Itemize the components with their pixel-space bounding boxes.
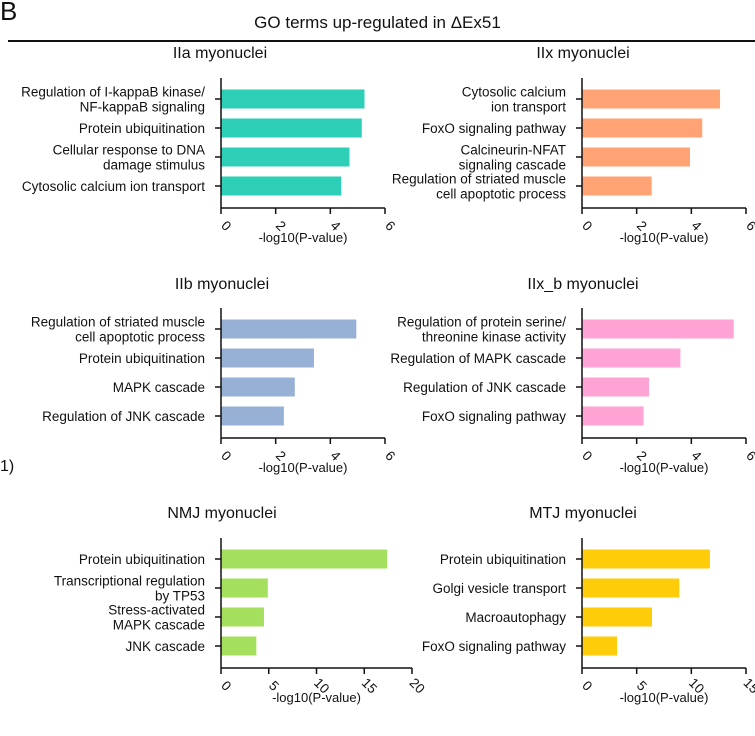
x-tick-label: 0 bbox=[579, 678, 595, 694]
x-tick-label: 0 bbox=[579, 218, 595, 234]
bar bbox=[582, 176, 652, 196]
category-label: MAPK cascade bbox=[113, 380, 205, 395]
x-tick-label: 6 bbox=[743, 218, 755, 234]
panel-letter: B bbox=[0, 0, 18, 26]
category-label: Protein ubiquitination bbox=[79, 552, 205, 567]
bar bbox=[582, 147, 690, 167]
category-label: Regulation of I-kappaB kinase/ bbox=[21, 85, 205, 100]
category-label: by TP53 bbox=[155, 589, 205, 604]
category-label: MAPK cascade bbox=[113, 618, 205, 633]
bar bbox=[221, 406, 284, 426]
category-label: Regulation of protein serine/ bbox=[397, 315, 566, 330]
bar bbox=[582, 406, 644, 426]
category-label: cell apoptotic process bbox=[436, 187, 566, 202]
bar bbox=[221, 176, 342, 196]
category-label: Protein ubiquitination bbox=[440, 552, 566, 567]
bar bbox=[582, 636, 617, 656]
x-axis-label: -log10(P-value) bbox=[620, 690, 709, 705]
category-label: NF-kappaB signaling bbox=[80, 100, 205, 115]
chart-title: MTJ myonuclei bbox=[529, 505, 637, 522]
bar bbox=[221, 89, 365, 109]
bar bbox=[221, 348, 314, 368]
category-label: Cytosolic calcium ion transport bbox=[22, 179, 205, 194]
category-label: threonine kinase activity bbox=[422, 330, 566, 345]
category-label: JNK cascade bbox=[125, 639, 205, 654]
category-label: signaling cascade bbox=[459, 158, 566, 173]
bar bbox=[221, 578, 268, 598]
category-label: Regulation of striated muscle bbox=[392, 172, 566, 187]
category-label: Macroautophagy bbox=[465, 610, 566, 625]
category-label: cell apoptotic process bbox=[75, 330, 205, 345]
chart-title: IIb myonuclei bbox=[175, 276, 269, 293]
bar bbox=[221, 636, 257, 656]
bar bbox=[582, 377, 649, 397]
x-tick-label: 0 bbox=[218, 448, 234, 464]
x-axis-label: -log10(P-value) bbox=[620, 230, 709, 245]
category-label: FoxO signaling pathway bbox=[422, 409, 566, 424]
bar bbox=[582, 319, 734, 339]
category-label: Golgi vesicle transport bbox=[432, 581, 566, 596]
x-tick-label: 15 bbox=[741, 675, 755, 696]
bar bbox=[582, 578, 680, 598]
x-tick-label: 0 bbox=[218, 218, 234, 234]
category-label: Regulation of JNK cascade bbox=[403, 380, 566, 395]
bar bbox=[221, 118, 362, 138]
x-tick-label: 0 bbox=[218, 678, 234, 694]
bar bbox=[221, 319, 357, 339]
x-axis-label: -log10(P-value) bbox=[259, 230, 348, 245]
category-label: Transcriptional regulation bbox=[54, 574, 205, 589]
category-label: FoxO signaling pathway bbox=[422, 121, 566, 136]
category-label: ion transport bbox=[491, 100, 566, 115]
x-tick-label: 15 bbox=[359, 675, 380, 696]
category-label: damage stimulus bbox=[103, 158, 205, 173]
x-axis-label: -log10(P-value) bbox=[620, 460, 709, 475]
title-rule bbox=[8, 40, 755, 42]
category-label: Regulation of striated muscle bbox=[31, 315, 205, 330]
x-tick-label: 6 bbox=[382, 448, 398, 464]
category-label: Stress-activated bbox=[108, 603, 205, 618]
bar bbox=[582, 607, 652, 627]
category-label: FoxO signaling pathway bbox=[422, 639, 566, 654]
x-tick-label: 6 bbox=[382, 218, 398, 234]
chart-title: IIx myonuclei bbox=[536, 45, 629, 62]
x-tick-label: 20 bbox=[407, 675, 428, 696]
category-label: Cellular response to DNA bbox=[53, 143, 205, 158]
x-axis-label: -log10(P-value) bbox=[272, 690, 361, 705]
category-label: Regulation of JNK cascade bbox=[42, 409, 205, 424]
bar bbox=[582, 118, 703, 138]
bar bbox=[582, 549, 710, 569]
x-axis-label: -log10(P-value) bbox=[259, 460, 348, 475]
category-label: Regulation of MAPK cascade bbox=[390, 351, 566, 366]
category-label: Protein ubiquitination bbox=[79, 121, 205, 136]
bar bbox=[221, 549, 388, 569]
chart-title: NMJ myonuclei bbox=[167, 505, 276, 522]
bar bbox=[221, 147, 350, 167]
category-label: Protein ubiquitination bbox=[79, 351, 205, 366]
x-tick-label: 6 bbox=[743, 448, 755, 464]
bar bbox=[221, 377, 295, 397]
bar bbox=[582, 89, 721, 109]
bar bbox=[221, 607, 264, 627]
category-label: Cytosolic calcium bbox=[462, 85, 566, 100]
category-label: Calcineurin-NFAT bbox=[460, 143, 566, 158]
chart-title: IIx_b myonuclei bbox=[527, 276, 638, 293]
bar bbox=[582, 348, 681, 368]
x-tick-label: 0 bbox=[579, 448, 595, 464]
side-mark: 1) bbox=[0, 458, 15, 475]
chart-title: IIa myonuclei bbox=[173, 45, 267, 62]
figure-title: GO terms up-regulated in ΔEx51 bbox=[254, 13, 501, 32]
